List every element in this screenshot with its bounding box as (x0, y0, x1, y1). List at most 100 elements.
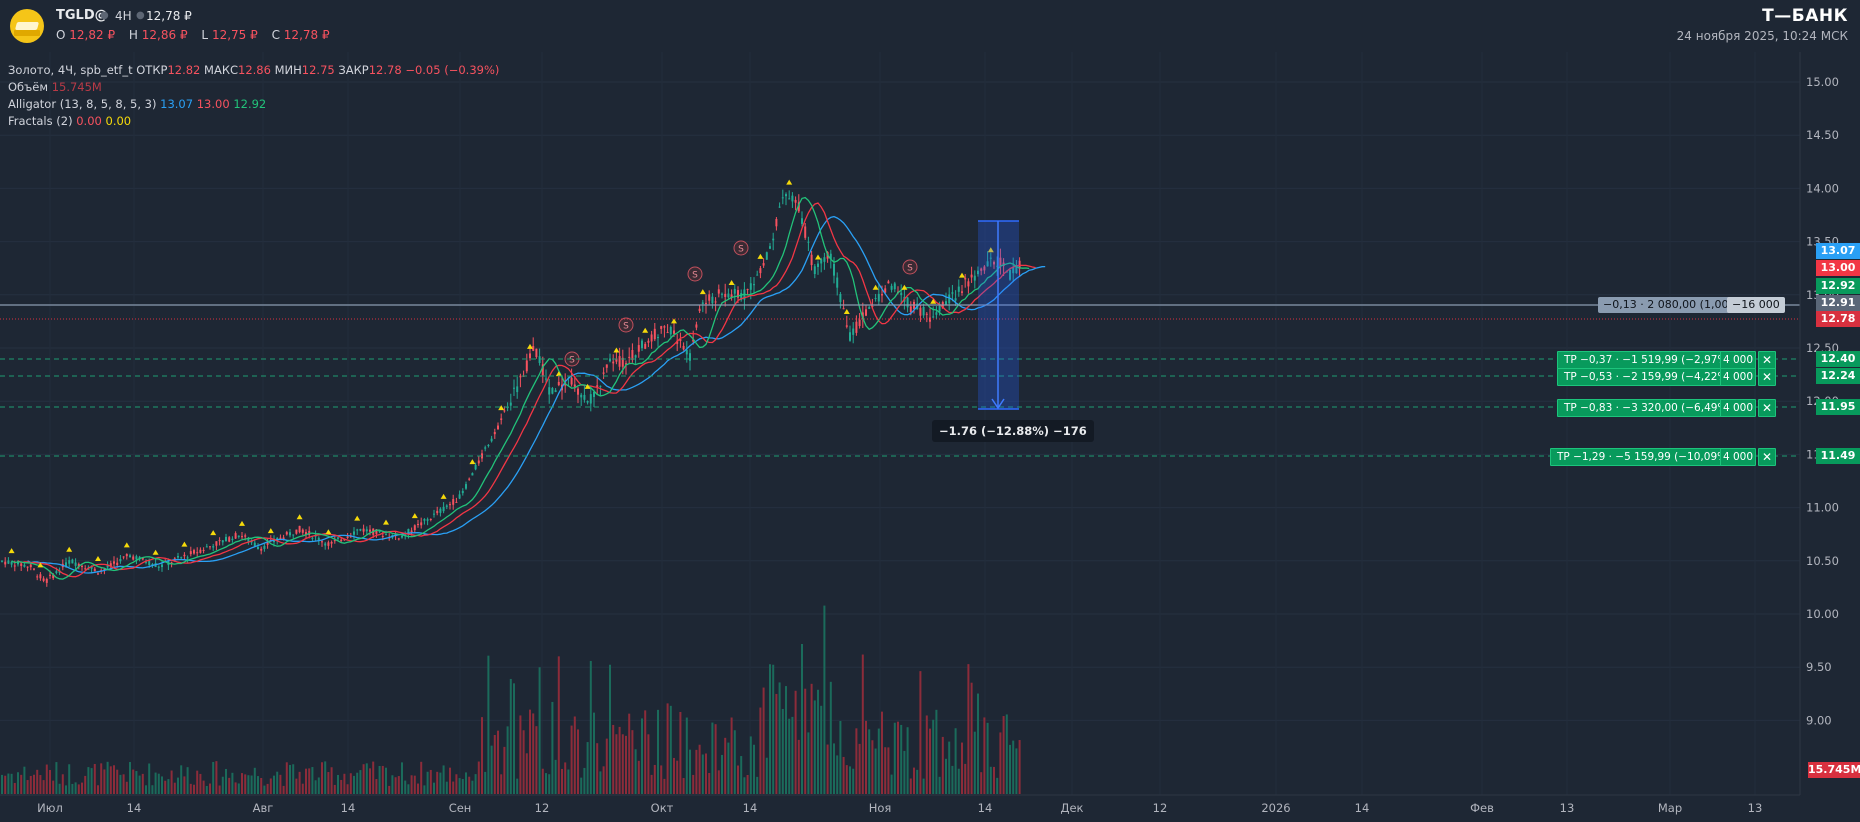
tp-close-icon[interactable]: ✕ (1758, 351, 1776, 369)
price-axis[interactable]: 15.0014.5014.0013.5013.0012.5012.0011.50… (1799, 52, 1860, 822)
fractal-up-icon (815, 254, 821, 260)
timeframe[interactable]: 4H (115, 9, 132, 23)
volume-bar (317, 777, 320, 794)
volume-bar (634, 749, 637, 794)
volume-bar (471, 780, 474, 794)
volume-bar (417, 783, 419, 794)
candle-body (295, 529, 298, 534)
candle-body (781, 197, 784, 199)
volume-bar (423, 785, 426, 794)
tp-order-label[interactable]: TP −1,29 · −5 159,99 (−10,09%) (1550, 448, 1739, 466)
fractal-up-icon (123, 542, 130, 548)
volume-bar (4, 775, 7, 794)
volume-bar (340, 779, 343, 794)
position-price-tag: 12.91 (1816, 295, 1860, 311)
volume-bar (516, 778, 519, 794)
candle-body (113, 561, 115, 564)
tp-order-qty[interactable]: 4 000 (1720, 399, 1756, 417)
candle-body (513, 387, 515, 389)
candle-body (477, 460, 480, 464)
candle-body (84, 568, 87, 570)
fractal-up-icon (498, 405, 505, 411)
tp-order-label[interactable]: TP −0,53 · −2 159,99 (−4,22%) (1557, 368, 1739, 386)
tp-order-label[interactable]: TP −0,37 · −1 519,99 (−2,97%) (1557, 351, 1739, 369)
tp-order-qty[interactable]: 4 000 (1720, 368, 1756, 386)
volume-bar (829, 681, 832, 794)
volume-bar (532, 713, 535, 794)
volume-bar (324, 761, 327, 794)
tp-order-qty[interactable]: 4 000 (1720, 351, 1756, 369)
candle-body (241, 536, 243, 538)
alligator-lips-line (11, 196, 1030, 580)
volume-bar (701, 754, 704, 794)
fractal-up-icon (757, 253, 764, 259)
candle-body (244, 535, 247, 537)
volume-bar (813, 700, 816, 794)
candle-body (445, 505, 448, 507)
tp-close-icon[interactable]: ✕ (1758, 399, 1776, 417)
volume-label: Объём (8, 80, 49, 94)
position-pnl-label[interactable]: −0,13 · 2 080,00 (1,00%) (1598, 297, 1749, 313)
measure-tool[interactable] (978, 220, 1019, 410)
candle-body (516, 386, 519, 393)
ticker-symbol[interactable]: TGLD@ (56, 8, 108, 23)
volume-bar (525, 753, 528, 794)
volume-bar (314, 780, 317, 794)
position-qty-label[interactable]: −16 000 (1727, 297, 1785, 313)
candle-body (599, 385, 602, 387)
candle-body (653, 328, 656, 340)
volume-bar (330, 767, 333, 794)
candle-body (849, 332, 851, 341)
candle-body (7, 560, 10, 564)
candle-body (161, 564, 163, 568)
tp-close-icon[interactable]: ✕ (1758, 368, 1776, 386)
legend-fractals[interactable]: Fractals (2) 0.00 0.00 (8, 113, 499, 130)
tp-close-icon[interactable]: ✕ (1758, 448, 1776, 466)
legend-volume[interactable]: Объём 15.745M (8, 79, 499, 96)
candle-body (961, 291, 963, 293)
candle-body (148, 560, 151, 566)
price-tick-label: 11.00 (1806, 501, 1839, 515)
fractal-up-icon (728, 280, 735, 286)
candle-body (55, 571, 58, 574)
volume-bar (119, 774, 122, 794)
volume-bar (276, 771, 279, 794)
volume-bar (769, 664, 771, 794)
candle-body (461, 490, 464, 494)
candle-body (759, 268, 762, 274)
candle-body (865, 309, 867, 316)
candle-body (413, 525, 416, 531)
volume-bar (503, 746, 506, 794)
volume-bar (183, 776, 186, 794)
volume-bar (308, 768, 311, 794)
volume-bar (740, 756, 743, 794)
volume-bar (698, 744, 701, 794)
volume-bar (564, 762, 567, 794)
volume-bar (225, 768, 227, 794)
candle-body (817, 263, 819, 267)
legend-alligator[interactable]: Alligator (13, 8, 5, 8, 5, 3) 13.07 13.0… (8, 96, 499, 113)
candlesticks (1, 189, 1021, 587)
candle-body (97, 573, 99, 575)
candle-body (714, 301, 717, 303)
candle-body (458, 494, 461, 499)
volume-bar (61, 774, 64, 794)
legend-main-series[interactable]: Золото, 4Ч, spb_etf_t ОТКР12.82 МАКС12.8… (8, 62, 499, 79)
candle-body (231, 538, 234, 541)
tp-order-qty[interactable]: 4 000 (1720, 448, 1756, 466)
tp-order-label[interactable]: TP −0,83 · −3 320,00 (−6,49%) (1557, 399, 1739, 417)
candle-body (468, 478, 471, 480)
volume-bar (45, 764, 48, 794)
candle-body (93, 568, 96, 572)
measure-result-label[interactable]: −1.76 (−12.88%) −176 (932, 420, 1094, 442)
candle-body (292, 534, 295, 536)
candle-body (212, 546, 215, 548)
volume-bar (481, 717, 483, 794)
candle-body (948, 294, 951, 304)
volume-bar (282, 785, 285, 794)
volume-bar (407, 784, 410, 794)
volume-bar (586, 742, 589, 794)
candle-body (634, 355, 637, 358)
candle-body (810, 254, 813, 266)
